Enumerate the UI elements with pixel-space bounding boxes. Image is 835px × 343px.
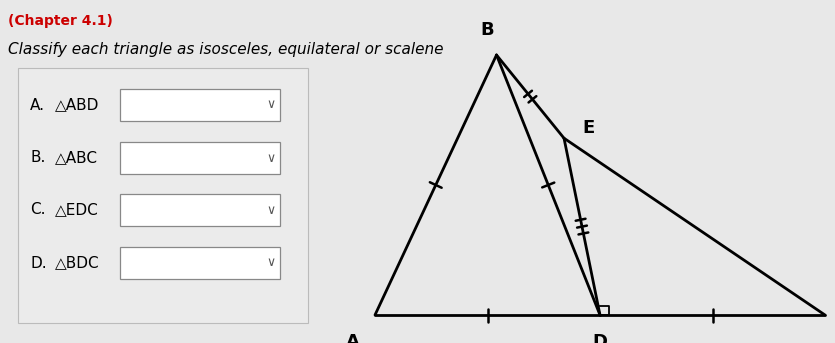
FancyBboxPatch shape: [120, 194, 280, 226]
Text: ∨: ∨: [266, 203, 275, 216]
Text: A.: A.: [30, 97, 45, 113]
Text: E: E: [582, 119, 595, 137]
Text: △ABD: △ABD: [55, 97, 99, 113]
Text: ∨: ∨: [266, 257, 275, 270]
Text: B.: B.: [30, 151, 45, 166]
FancyBboxPatch shape: [120, 89, 280, 121]
Text: △EDC: △EDC: [55, 202, 99, 217]
FancyBboxPatch shape: [120, 142, 280, 174]
FancyBboxPatch shape: [18, 68, 308, 323]
Text: C.: C.: [30, 202, 45, 217]
Text: △BDC: △BDC: [55, 256, 99, 271]
Text: ∨: ∨: [266, 98, 275, 111]
Text: D: D: [593, 333, 608, 343]
Text: A: A: [346, 333, 359, 343]
Text: Classify each triangle as isosceles, equilateral or scalene: Classify each triangle as isosceles, equ…: [8, 42, 443, 57]
FancyBboxPatch shape: [120, 247, 280, 279]
Text: (Chapter 4.1): (Chapter 4.1): [8, 14, 113, 28]
Text: △ABC: △ABC: [55, 151, 98, 166]
Text: B: B: [481, 21, 494, 39]
Text: ∨: ∨: [266, 152, 275, 165]
Text: D.: D.: [30, 256, 47, 271]
